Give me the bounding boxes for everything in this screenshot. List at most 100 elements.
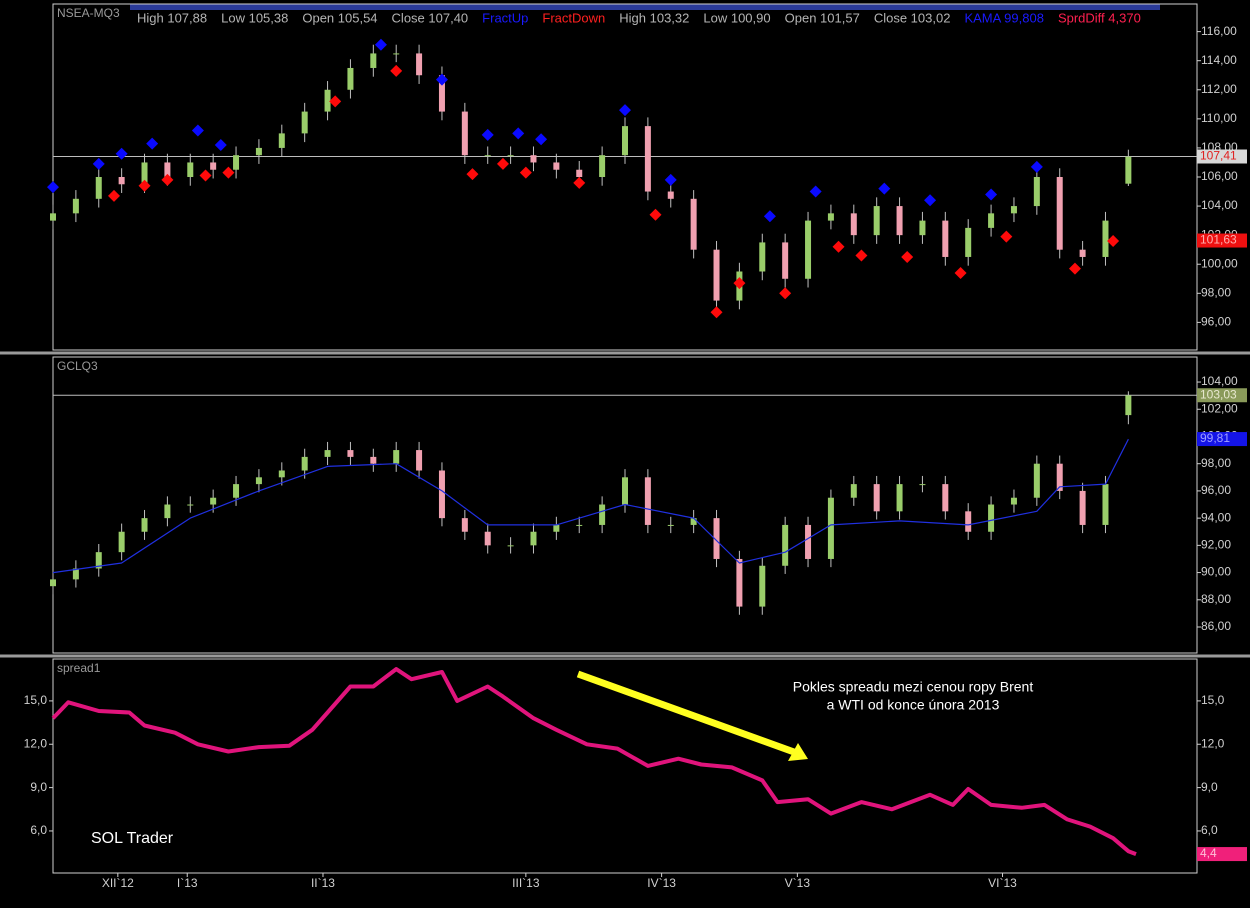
y-tick-label: 102,00 <box>1201 401 1238 415</box>
candle-body <box>347 67 354 90</box>
fractal-marker <box>481 128 494 141</box>
candle-body <box>50 579 56 587</box>
candle-body <box>1056 177 1063 250</box>
y-tick-label: 104,00 <box>1201 374 1238 388</box>
candle-body <box>416 53 423 76</box>
fractal-marker <box>222 166 235 179</box>
panel-title: spread1 <box>57 661 101 675</box>
candle-body <box>118 531 125 553</box>
candle-body <box>347 450 354 457</box>
candle-body <box>118 177 125 185</box>
fractal-marker <box>763 210 776 223</box>
fractal-marker <box>664 173 677 186</box>
price-label: 4,4 <box>1200 846 1217 860</box>
candle-body <box>393 450 400 464</box>
fractal-marker <box>1068 262 1081 275</box>
y-tick-label: 9,0 <box>30 780 47 794</box>
watermark: SOL Trader <box>91 830 174 847</box>
candle-body <box>919 484 926 486</box>
candle-body <box>782 242 789 279</box>
top-bar <box>130 4 1160 10</box>
candle-body <box>164 504 171 519</box>
candle-body <box>72 198 79 214</box>
x-tick-label: II`13 <box>311 876 335 890</box>
candle-body <box>599 155 606 177</box>
candle-body <box>301 456 308 471</box>
candle-body <box>805 220 812 279</box>
panel-frame <box>52 356 1198 654</box>
candle-body <box>759 242 766 272</box>
candle-body <box>622 126 628 156</box>
candle-body <box>553 524 560 532</box>
fractal-marker <box>954 266 967 279</box>
y-tick-label: 100,00 <box>1201 256 1238 270</box>
candle-body <box>461 518 468 532</box>
arrow-head <box>788 743 808 761</box>
candle-body <box>301 111 308 134</box>
candle-body <box>873 484 880 512</box>
candle-body <box>484 155 491 157</box>
y-tick-label: 112,00 <box>1201 82 1237 96</box>
price-label: 103,03 <box>1200 387 1237 401</box>
candle-body <box>1010 497 1017 505</box>
price-label-box <box>1197 388 1247 403</box>
x-tick-label: VI`13 <box>988 876 1017 890</box>
series-line <box>51 667 1137 856</box>
candle-body <box>850 484 857 498</box>
candle-body <box>553 162 560 170</box>
candle-body <box>667 524 674 526</box>
candle-body <box>644 477 651 525</box>
candle-body <box>713 249 720 301</box>
y-tick-label: 12,0 <box>24 736 48 750</box>
legend-entry: High 103,32 <box>619 10 689 25</box>
candle-body <box>1125 156 1132 184</box>
candle-body <box>187 162 194 177</box>
price-label-box <box>1197 847 1247 862</box>
fractal-marker <box>329 95 342 108</box>
y-tick-label: 90,00 <box>1201 565 1231 579</box>
arrow-shaft <box>576 670 796 756</box>
candle-body <box>1033 463 1040 498</box>
y-tick-label: 15,0 <box>1201 693 1225 707</box>
candle-body <box>896 484 903 512</box>
candle-body <box>278 470 285 478</box>
fractal-marker <box>146 137 159 150</box>
fractal-marker <box>191 124 204 137</box>
fractal-marker <box>466 168 479 181</box>
y-tick-label: 110,00 <box>1201 111 1237 125</box>
candle-body <box>1102 220 1109 257</box>
candle-body <box>233 155 240 170</box>
legend-entry: Low 100,90 <box>703 10 770 25</box>
legend-entry: KAMA 99,808 <box>964 10 1044 25</box>
fractal-marker <box>901 250 914 263</box>
panel-title: GCLQ3 <box>57 359 98 373</box>
y-tick-label: 114,00 <box>1201 53 1237 67</box>
y-tick-label: 15,0 <box>24 693 48 707</box>
fractal-marker <box>985 188 998 201</box>
fractal-marker <box>519 166 532 179</box>
price-label-box <box>1197 233 1247 248</box>
fractal-marker <box>374 38 387 51</box>
candle-body <box>576 524 583 526</box>
fractal-marker <box>924 194 937 207</box>
fractal-marker <box>878 182 891 195</box>
y-tick-label: 96,00 <box>1201 483 1231 497</box>
candle-body <box>530 155 537 163</box>
legend-entry: FractUp <box>482 10 528 25</box>
legend-entry: Close 103,02 <box>874 10 951 25</box>
candle-body <box>255 147 262 156</box>
candle-body <box>95 552 102 569</box>
candle-body <box>438 470 445 519</box>
candle-body <box>667 191 674 199</box>
y-tick-label: 9,0 <box>1201 780 1218 794</box>
candle-body <box>1102 484 1109 525</box>
candle-body <box>850 213 857 236</box>
legend-entry: Low 105,38 <box>221 10 288 25</box>
candle-body <box>873 206 880 236</box>
fractal-marker <box>649 208 662 221</box>
x-tick-label: I`13 <box>177 876 198 890</box>
fractal-marker <box>1107 234 1120 247</box>
fractal-marker <box>435 73 448 86</box>
candle-body <box>690 518 697 525</box>
